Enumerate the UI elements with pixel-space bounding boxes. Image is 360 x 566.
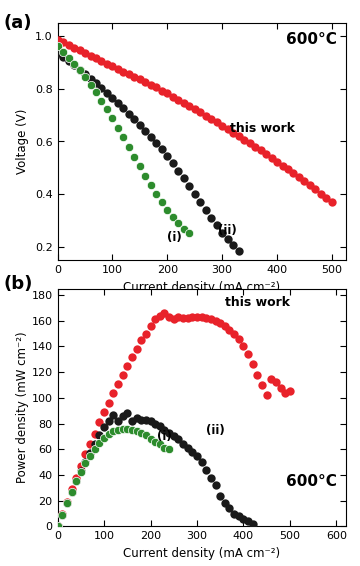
Text: 600°C: 600°C [286, 474, 337, 489]
Y-axis label: Voltage (V): Voltage (V) [17, 109, 30, 174]
Text: (ii): (ii) [206, 423, 225, 436]
Text: (ii): (ii) [218, 224, 237, 237]
Y-axis label: Power density (mW cm⁻²): Power density (mW cm⁻²) [16, 332, 29, 483]
Text: 600°C: 600°C [286, 32, 337, 47]
Text: (i): (i) [167, 231, 182, 245]
X-axis label: Current density (mA cm⁻²): Current density (mA cm⁻²) [123, 281, 280, 294]
Text: (b): (b) [4, 275, 33, 293]
Text: (a): (a) [4, 14, 32, 32]
Text: this work: this work [230, 122, 296, 135]
Text: (i): (i) [157, 430, 171, 443]
Text: this work: this work [225, 296, 290, 309]
X-axis label: Current density (mA cm⁻²): Current density (mA cm⁻²) [123, 547, 280, 560]
